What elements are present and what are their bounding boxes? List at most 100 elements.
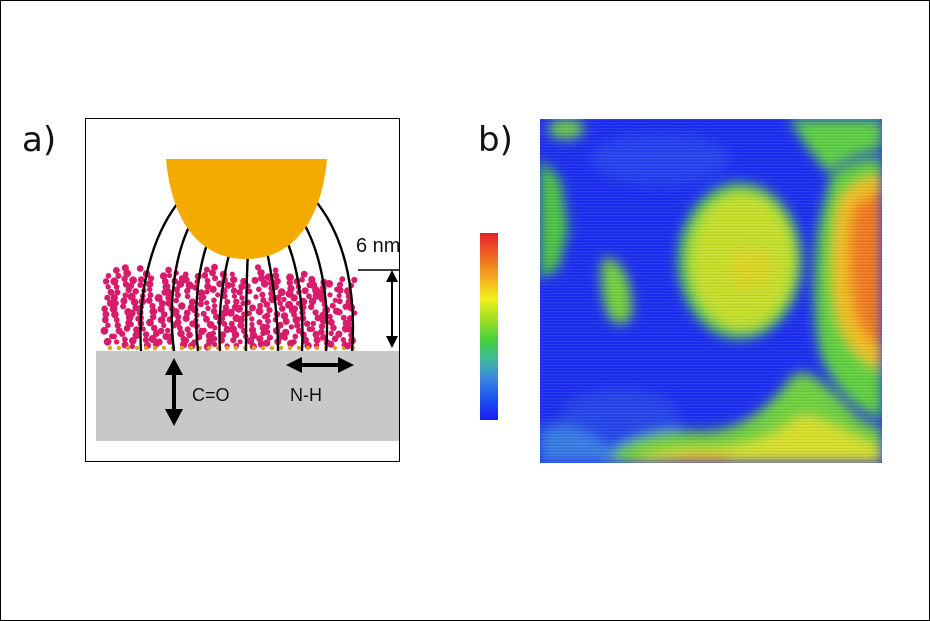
molecule-bead (165, 293, 173, 302)
molecule-bead (148, 335, 157, 343)
molecule-bead (230, 287, 238, 294)
molecule-bead (211, 303, 218, 309)
molecule-bead (294, 322, 301, 329)
molecule-bead (290, 294, 298, 302)
molecule-bead (326, 313, 333, 320)
molecule-bead (310, 320, 317, 327)
molecule-bead (336, 281, 344, 288)
anchor-group (233, 345, 239, 351)
molecule-bead (351, 276, 358, 284)
molecule-bead (286, 273, 294, 282)
anchor-group (143, 345, 149, 351)
molecule-bead (300, 270, 308, 278)
molecule-bead (330, 324, 337, 332)
molecule-bead (282, 335, 288, 341)
ir-map-drawing (540, 119, 882, 463)
molecule-bead (229, 271, 235, 277)
molecule-bead (299, 276, 305, 283)
molecule-bead (154, 294, 163, 302)
molecule-bead (123, 269, 132, 278)
molecule-bead (174, 318, 182, 327)
molecule-bead (246, 337, 255, 345)
molecule-bead (312, 330, 320, 339)
molecule-bead (230, 337, 237, 344)
anchor-group (188, 345, 194, 351)
anchor-group (332, 345, 338, 351)
molecule-bead (215, 292, 221, 298)
molecule-bead (165, 266, 172, 274)
molecule-bead (211, 341, 218, 347)
molecule-bead (149, 302, 156, 310)
molecule-bead (142, 331, 150, 338)
molecule-bead (212, 325, 218, 331)
anchor-group (296, 345, 302, 351)
molecule-bead (147, 292, 154, 298)
molecule-bead (292, 333, 299, 340)
molecule-bead (185, 281, 194, 290)
molecule-bead (186, 331, 193, 339)
molecule-bead (165, 288, 172, 296)
anchor-group (224, 345, 230, 351)
molecule-bead (210, 330, 216, 337)
molecule-bead (105, 284, 111, 290)
molecule-bead (182, 276, 190, 284)
substrate (96, 351, 399, 441)
molecule-bead (115, 272, 122, 279)
molecule-bead (100, 326, 109, 335)
molecule-bead (120, 297, 128, 305)
molecule-bead (237, 315, 245, 324)
molecule-bead (303, 320, 311, 327)
molecule-bead (291, 305, 299, 313)
molecule-bead (161, 322, 167, 329)
molecule-bead (292, 316, 301, 324)
molecule-bead (110, 294, 118, 302)
molecule-bead (150, 313, 157, 321)
molecule-bead (223, 325, 231, 333)
molecule-bead (224, 298, 231, 305)
molecule-bead (104, 294, 111, 301)
molecule-bead (123, 325, 131, 332)
molecule-bead (120, 303, 127, 310)
molecule-bead (122, 292, 129, 299)
molecule-bead (318, 323, 326, 330)
anchor-group (260, 345, 266, 351)
molecule-bead (149, 307, 158, 316)
molecule-bead (327, 340, 335, 348)
molecule-bead (301, 287, 309, 295)
anchor-group (278, 345, 284, 351)
molecule-bead (288, 324, 295, 330)
molecule-bead (113, 339, 120, 345)
molecule-bead (132, 331, 141, 340)
anchor-group (125, 345, 131, 351)
molecule-bead (256, 286, 262, 293)
molecule-bead (182, 271, 189, 278)
molecule-bead (130, 298, 139, 307)
molecule-bead (173, 286, 180, 293)
molecule-bead (336, 298, 343, 305)
molecule-bead (114, 322, 121, 329)
anchor-group (206, 345, 212, 351)
molecule-bead (177, 325, 183, 331)
anchor-group (305, 345, 311, 351)
colorbar (480, 233, 498, 420)
molecule-bead (268, 290, 274, 297)
molecule-bead (318, 295, 326, 303)
molecule-bead (259, 291, 266, 298)
anchor-group (107, 345, 113, 351)
molecule-bead (205, 305, 211, 311)
molecule-bead (184, 293, 191, 300)
molecule-bead (155, 338, 163, 346)
molecule-bead (142, 336, 149, 344)
molecule-bead (265, 318, 271, 324)
molecule-bead (147, 286, 153, 293)
co-label: C=O (192, 385, 230, 405)
molecule-bead (174, 291, 181, 299)
molecule-bead (336, 293, 342, 299)
molecule-bead (335, 330, 343, 338)
molecule-bead (129, 343, 135, 349)
molecule-bead (260, 297, 267, 304)
molecule-bead (121, 275, 128, 283)
molecule-bead (162, 333, 170, 340)
molecule-bead (133, 326, 141, 334)
molecule-bead (264, 329, 271, 336)
